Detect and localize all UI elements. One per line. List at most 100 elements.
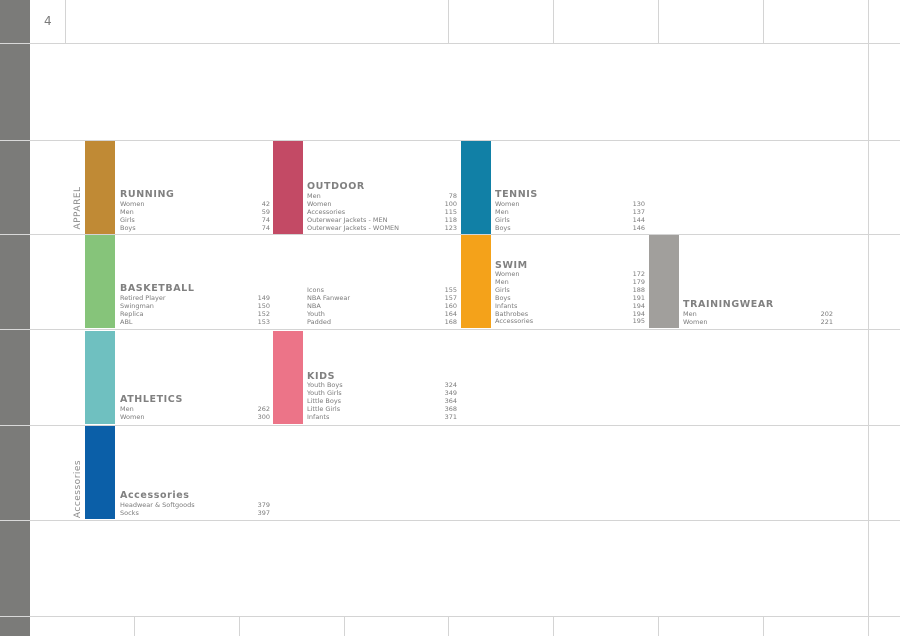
item-page-number: 146 bbox=[632, 223, 645, 232]
item-page-number: 371 bbox=[444, 412, 457, 421]
basketball-color-bar bbox=[85, 235, 115, 328]
item-page-number: 130 bbox=[632, 200, 645, 208]
trainingwear-color-bar bbox=[649, 235, 679, 328]
accessories-side-label: Accessories bbox=[73, 459, 83, 519]
trainingwear-list: Men 202 Women 221 bbox=[683, 310, 833, 327]
list-item: Women 100 bbox=[307, 199, 457, 209]
grid-line bbox=[239, 616, 240, 636]
grid-line bbox=[134, 616, 135, 636]
list-item: Women 221 bbox=[683, 317, 833, 327]
item-label: Outerwear Jackets - WOMEN bbox=[307, 223, 400, 232]
grid-line bbox=[30, 234, 900, 235]
basketball-list: Retired Player 149 Swingman 150 Replica 152 AB… bbox=[120, 294, 270, 327]
accessories-color-bar bbox=[85, 426, 115, 519]
item-label: Women bbox=[120, 412, 145, 421]
list-item: Padded 168 bbox=[307, 317, 457, 327]
list-item: Women 300 bbox=[120, 412, 270, 422]
item-label: Men bbox=[495, 207, 509, 216]
item-label: Outerwear Jackets - MEN bbox=[307, 215, 388, 224]
list-item: Men 78 bbox=[307, 192, 457, 201]
item-page-number: 221 bbox=[820, 317, 833, 326]
item-label: Men bbox=[495, 277, 509, 286]
list-item: Boys 146 bbox=[495, 223, 645, 233]
item-page-number: 150 bbox=[257, 301, 270, 310]
list-item: Men 202 bbox=[683, 310, 833, 319]
grid-line bbox=[448, 616, 449, 636]
grid-line bbox=[30, 520, 900, 521]
list-item: Men 262 bbox=[120, 405, 270, 414]
item-label: Boys bbox=[120, 223, 136, 232]
item-page-number: 160 bbox=[444, 301, 457, 310]
item-page-number: 191 bbox=[632, 293, 645, 302]
item-label: Swingman bbox=[120, 301, 154, 310]
item-page-number: 42 bbox=[261, 200, 270, 208]
item-page-number: 100 bbox=[444, 199, 457, 208]
list-item: Boys 191 bbox=[495, 293, 645, 303]
grid-line bbox=[30, 329, 900, 330]
item-label: Women bbox=[120, 200, 145, 208]
item-page-number: 155 bbox=[444, 286, 457, 294]
grid-line bbox=[763, 616, 764, 636]
grid-line bbox=[868, 0, 869, 636]
list-item: Youth 164 bbox=[307, 309, 457, 319]
item-label: Replica bbox=[120, 309, 144, 318]
outdoor-color-bar bbox=[273, 141, 303, 234]
item-label: Youth Girls bbox=[307, 388, 342, 397]
grid-line bbox=[763, 0, 764, 43]
item-label: NBA bbox=[307, 301, 321, 310]
item-label: Women bbox=[683, 317, 708, 326]
grid-line bbox=[553, 616, 554, 636]
item-page-number: 157 bbox=[444, 293, 457, 302]
item-label: Retired Player bbox=[120, 294, 166, 302]
item-page-number: 379 bbox=[257, 501, 270, 509]
item-page-number: 74 bbox=[261, 215, 270, 224]
grid-line bbox=[658, 616, 659, 636]
tennis-list: Women 130 Men 137 Girls 144 Boys 146 bbox=[495, 200, 645, 233]
athletics-color-bar bbox=[85, 331, 115, 424]
list-item: NBA 160 bbox=[307, 301, 457, 311]
item-page-number: 123 bbox=[444, 223, 457, 232]
grid-line bbox=[448, 0, 449, 43]
left-margin-strip bbox=[0, 0, 30, 636]
item-label: Girls bbox=[495, 215, 510, 224]
list-item: Swingman 150 bbox=[120, 301, 270, 311]
item-label: Accessories bbox=[307, 207, 346, 216]
athletics-title: ATHLETICS bbox=[120, 394, 183, 405]
item-page-number: 118 bbox=[444, 215, 457, 224]
kids-list: Youth Boys 324 Youth Girls 349 Little Boys 36… bbox=[307, 381, 457, 422]
grid-line bbox=[65, 0, 66, 43]
item-label: Padded bbox=[307, 317, 331, 326]
item-page-number: 168 bbox=[444, 317, 457, 326]
item-label: Infants bbox=[307, 412, 330, 421]
item-page-number: 300 bbox=[257, 412, 270, 421]
item-label: Women bbox=[495, 200, 520, 208]
item-label: Men bbox=[120, 207, 134, 216]
tennis-title: TENNIS bbox=[495, 189, 538, 200]
outdoor-title: OUTDOOR bbox=[307, 181, 365, 192]
accessories-list: Headwear & Softgoods 379 Socks 397 bbox=[120, 501, 270, 518]
item-label: Women bbox=[495, 270, 520, 278]
item-page-number: 349 bbox=[444, 388, 457, 397]
page-number: 4 bbox=[44, 14, 52, 28]
item-page-number: 194 bbox=[632, 301, 645, 310]
list-item: Men 179 bbox=[495, 277, 645, 287]
item-page-number: 164 bbox=[444, 309, 457, 318]
trainingwear-title: TRAININGWEAR bbox=[683, 299, 774, 310]
item-label: Icons bbox=[307, 286, 324, 294]
strip-divider bbox=[0, 329, 30, 330]
item-label: Men bbox=[683, 310, 697, 318]
strip-divider bbox=[0, 425, 30, 426]
item-label: NBA Fanwear bbox=[307, 293, 351, 302]
list-item: Boys 74 bbox=[120, 223, 270, 233]
athletics-list: Men 262 Women 300 bbox=[120, 405, 270, 422]
item-label: Boys bbox=[495, 293, 511, 302]
item-page-number: 115 bbox=[444, 207, 457, 216]
running-title: RUNNING bbox=[120, 189, 175, 200]
list-item: Men 59 bbox=[120, 207, 270, 217]
list-item: Women 130 bbox=[495, 200, 645, 209]
item-page-number: 195 bbox=[632, 317, 645, 326]
list-item: Outerwear Jackets - WOMEN 123 bbox=[307, 223, 457, 233]
strip-divider bbox=[0, 43, 30, 44]
basketball-title: BASKETBALL bbox=[120, 283, 195, 294]
outdoor-list: Men 78 Women 100 Accessories 115 Outerwear Jac… bbox=[307, 192, 457, 233]
